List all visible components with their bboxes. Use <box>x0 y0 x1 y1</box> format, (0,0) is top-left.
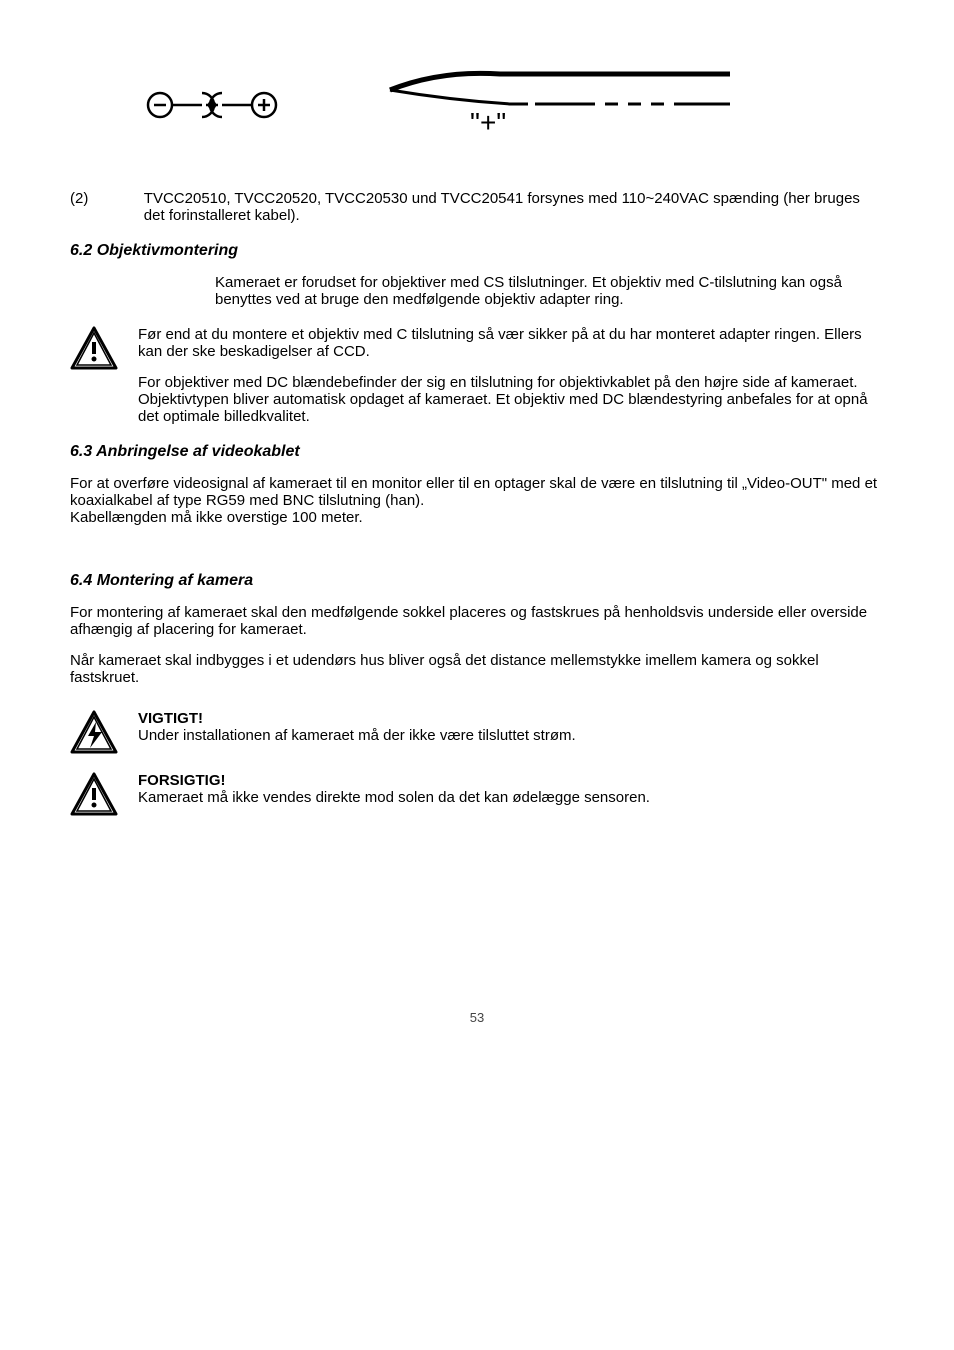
polarity-diagram <box>140 85 310 125</box>
s64-p1: For montering af kameraet skal den medfø… <box>70 604 884 638</box>
item-label: (2) <box>70 190 104 224</box>
s62-p1: Kameraet er forudset for objektiver med … <box>215 274 884 308</box>
caution-row-62: Før end at du montere et objektiv med C … <box>70 326 884 425</box>
cable-plus-label: "+" <box>470 107 506 138</box>
list-item-2: (2) TVCC20510, TVCC20520, TVCC20530 und … <box>70 190 884 224</box>
cable-diagram: "+" <box>370 60 750 150</box>
item-text: TVCC20510, TVCC20520, TVCC20530 und TVCC… <box>144 190 884 224</box>
s62-p2: Før end at du montere et objektiv med C … <box>138 326 884 360</box>
figure-row: "+" <box>70 60 884 150</box>
vigtigt-row: VIGTIGT! Under installationen af kamerae… <box>70 710 884 758</box>
s62-p3: For objektiver med DC blændebefinder der… <box>138 374 884 425</box>
s63-p1: For at overføre videosignal af kameraet … <box>70 475 884 509</box>
vigtigt-label: VIGTIGT! <box>138 710 203 727</box>
heading-6-2: 6.2 Objektivmontering <box>70 242 884 260</box>
caution-icon <box>70 772 118 820</box>
page-number: 53 <box>70 1010 884 1025</box>
heading-6-4: 6.4 Montering af kamera <box>70 572 884 590</box>
forsigtig-text: Kameraet må ikke vendes direkte mod sole… <box>138 789 650 806</box>
forsigtig-label: FORSIGTIG! <box>138 772 226 789</box>
s63-p2: Kabellængden må ikke overstige 100 meter… <box>70 509 884 526</box>
vigtigt-text: Under installationen af kameraet må der … <box>138 727 576 744</box>
s64-p2: Når kameraet skal indbygges i et udendør… <box>70 652 884 686</box>
heading-6-3: 6.3 Anbringelse af videokablet <box>70 443 884 461</box>
electric-warning-icon <box>70 710 118 758</box>
forsigtig-row: FORSIGTIG! Kameraet må ikke vendes direk… <box>70 772 884 820</box>
caution-icon <box>70 326 118 374</box>
